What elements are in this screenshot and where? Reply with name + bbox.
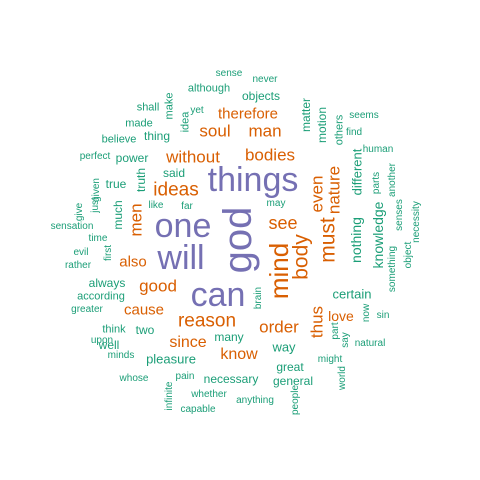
- word-must: must: [316, 217, 340, 263]
- word-man: man: [248, 121, 282, 141]
- word-brain: brain: [253, 286, 264, 310]
- word-without: without: [166, 147, 220, 167]
- word-god: god: [216, 206, 260, 274]
- word-can: can: [190, 276, 246, 314]
- word-might: might: [317, 354, 343, 365]
- word-nature: nature: [324, 165, 344, 215]
- word-evil: evil: [73, 247, 89, 258]
- word-sense: sense: [215, 68, 243, 79]
- word-even: even: [307, 175, 327, 213]
- word-necessity: necessity: [411, 201, 422, 243]
- word-sensation: sensation: [50, 221, 94, 232]
- word-capable: capable: [180, 404, 216, 415]
- word-know: know: [220, 346, 258, 363]
- word-men: men: [126, 203, 146, 237]
- word-will: will: [157, 239, 205, 277]
- word-way: way: [272, 339, 296, 355]
- word-soul: soul: [199, 121, 231, 141]
- word-one: one: [154, 207, 212, 245]
- word-like: like: [148, 200, 164, 211]
- word-knowledge: knowledge: [370, 201, 386, 269]
- word-rather: rather: [64, 260, 92, 271]
- word-bodies: bodies: [244, 145, 296, 165]
- word-whether: whether: [191, 389, 227, 400]
- word-great: great: [276, 360, 304, 374]
- word-objects: objects: [241, 89, 281, 103]
- word-shall: shall: [136, 101, 160, 114]
- word-necessary: necessary: [203, 372, 259, 386]
- word-thus: thus: [307, 305, 327, 339]
- word-senses: senses: [394, 199, 405, 231]
- word-pain: pain: [175, 371, 195, 382]
- word-ideas: ideas: [153, 179, 199, 201]
- word-two: two: [135, 323, 155, 337]
- word-always: always: [88, 276, 126, 290]
- word-reason: reason: [177, 310, 237, 332]
- word-seems: seems: [349, 110, 379, 121]
- word-nothing: nothing: [348, 217, 364, 263]
- word-natural: natural: [354, 338, 386, 349]
- word-believe: believe: [101, 133, 137, 146]
- word-made: made: [125, 117, 153, 130]
- word-certain: certain: [332, 286, 372, 302]
- word-much: much: [111, 200, 125, 230]
- word-body: body: [289, 234, 313, 280]
- word-mind: mind: [264, 242, 294, 300]
- word-many: many: [214, 330, 244, 344]
- word-first: first: [103, 244, 114, 262]
- word-pleasure: pleasure: [146, 351, 196, 367]
- word-others: others: [333, 114, 346, 146]
- word-now: now: [361, 303, 372, 323]
- word-truth: truth: [134, 167, 148, 193]
- word-although: although: [187, 82, 231, 95]
- word-just: just: [90, 197, 101, 213]
- word-greater: greater: [71, 304, 103, 315]
- word-yet: yet: [190, 105, 204, 116]
- word-world: world: [337, 366, 348, 390]
- word-also: also: [119, 253, 147, 271]
- word-upon: upon: [90, 335, 114, 346]
- word-general: general: [272, 374, 314, 388]
- word-since: since: [169, 334, 207, 351]
- word-make: make: [163, 92, 176, 120]
- word-well: well: [98, 338, 120, 352]
- word-perfect: perfect: [79, 151, 111, 162]
- word-order: order: [259, 317, 299, 337]
- word-human: human: [362, 144, 394, 155]
- word-time: time: [88, 233, 108, 244]
- word-love: love: [328, 308, 354, 324]
- word-matter: matter: [299, 97, 313, 133]
- word-never: never: [252, 74, 278, 85]
- word-think: think: [102, 323, 126, 336]
- word-thing: thing: [143, 129, 171, 143]
- word-good: good: [139, 276, 177, 296]
- word-therefore: therefore: [217, 105, 279, 123]
- word-find: find: [345, 127, 363, 138]
- word-things: things: [207, 161, 299, 199]
- word-see: see: [268, 213, 298, 233]
- word-part: part: [330, 322, 341, 340]
- word-whose: whose: [119, 373, 149, 384]
- word-power: power: [115, 151, 149, 165]
- word-something: something: [387, 245, 398, 293]
- word-true: true: [105, 177, 127, 191]
- word-sin: sin: [376, 310, 390, 321]
- word-another: another: [387, 163, 398, 197]
- word-infinite: infinite: [164, 381, 175, 411]
- word-give: give: [74, 202, 85, 222]
- word-people: people: [290, 384, 301, 416]
- word-according: according: [77, 290, 125, 303]
- word-may: may: [266, 198, 286, 209]
- word-said: said: [162, 166, 186, 180]
- word-parts: parts: [371, 171, 382, 195]
- word-anything: anything: [236, 395, 274, 406]
- word-minds: minds: [107, 350, 135, 361]
- word-object: object: [403, 241, 414, 269]
- word-far: far: [181, 201, 193, 212]
- word-say: say: [340, 332, 351, 348]
- word-cause: cause: [123, 301, 165, 319]
- word-different: different: [349, 148, 365, 196]
- word-motion: motion: [315, 106, 329, 144]
